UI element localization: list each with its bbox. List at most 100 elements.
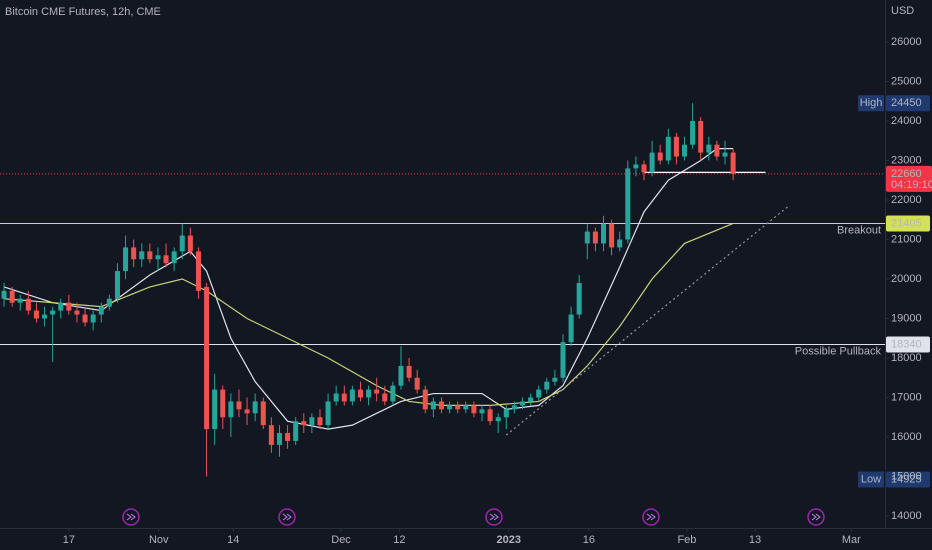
level-label: Breakout [837, 224, 881, 236]
low-label-box [858, 471, 884, 488]
candle-body [641, 164, 647, 173]
candle-body [333, 393, 339, 402]
event-icon[interactable] [278, 508, 296, 526]
y-tick-label: 24000 [891, 115, 922, 127]
candle-body [268, 425, 274, 445]
candle-body [649, 152, 655, 173]
candle-body [681, 144, 688, 157]
event-icons[interactable] [122, 508, 825, 526]
candle-body [82, 314, 88, 323]
high-tag-value: 24450 [891, 97, 922, 109]
candle-body [576, 282, 582, 315]
x-tick-label: 12 [393, 534, 405, 546]
candle-body [244, 409, 250, 414]
x-tick-label: Dec [331, 534, 351, 546]
candle-body [98, 306, 104, 315]
level-tag [886, 336, 930, 353]
candle-body [187, 235, 193, 252]
candle-body [66, 302, 72, 311]
candle-body [503, 409, 509, 418]
y-tick-label: 16000 [891, 431, 922, 443]
candle-body [528, 397, 534, 402]
level-tag-value: 18340 [891, 338, 922, 350]
candle-body [220, 389, 226, 418]
candle-body [698, 120, 704, 153]
candle-body [9, 290, 15, 303]
y-tick-label: 15000 [891, 470, 922, 482]
candle-body [357, 389, 363, 398]
candle-body [195, 251, 201, 291]
candle-body [366, 389, 372, 398]
candle-body [155, 255, 161, 260]
candle-body [204, 286, 210, 430]
candle-body [252, 401, 258, 414]
level-tag-value: 21405 [891, 217, 922, 229]
low-tag-value: 14925 [891, 473, 922, 485]
candle-body [665, 136, 671, 161]
event-icon[interactable] [485, 508, 503, 526]
candle-body [511, 405, 517, 410]
candle-body [74, 310, 80, 315]
candle-body [552, 377, 558, 382]
event-icon[interactable] [642, 508, 660, 526]
y-tick-label: 21000 [891, 233, 922, 245]
y-tick-label: 20000 [891, 273, 922, 285]
y-tick-label: 19000 [891, 312, 922, 324]
candle-body [147, 251, 153, 260]
x-tick-label: 16 [583, 534, 595, 546]
y-tick-label: 14000 [891, 510, 922, 522]
candle-body [625, 168, 631, 240]
candle-body [374, 389, 380, 394]
candle-body [617, 239, 623, 248]
candle-body [179, 235, 185, 252]
candle-body [479, 409, 485, 414]
candle-body [236, 401, 242, 410]
candle-body [487, 409, 493, 422]
candle-body [398, 365, 404, 386]
candle-body [293, 421, 299, 441]
candle-body [42, 314, 48, 319]
indicator-line [505, 204, 791, 436]
candle-body [301, 421, 307, 426]
candle-body [325, 401, 331, 426]
current-price-value: 22660 [891, 168, 922, 180]
candle-body [544, 381, 550, 390]
candle-body [58, 302, 64, 311]
candle-body [657, 152, 663, 161]
low-label: Low [861, 473, 881, 485]
candle-body [438, 401, 444, 410]
candle-body [463, 405, 469, 410]
candle-body [50, 310, 56, 315]
candle-body [722, 152, 728, 157]
candle-body [568, 314, 574, 343]
event-icon[interactable] [122, 508, 140, 526]
candle-body [584, 231, 590, 244]
candle-body [714, 144, 720, 157]
level-label: Possible Pullback [795, 345, 882, 357]
candle-body [90, 314, 96, 323]
candle-body [33, 310, 39, 319]
current-price-tag [886, 165, 932, 192]
y-tick-label: 18000 [891, 352, 922, 364]
currency-label: USD [891, 5, 914, 17]
candle-body [495, 417, 501, 422]
candle-body [414, 377, 420, 390]
candle-body [519, 401, 526, 406]
candle-body [123, 247, 129, 272]
candle-body [706, 144, 712, 153]
x-tick-label: 2023 [496, 534, 520, 546]
x-tick-label: 13 [749, 534, 761, 546]
candle-body [171, 251, 177, 264]
candle-body [349, 389, 355, 402]
candle-body [600, 223, 607, 244]
candle-body [260, 401, 266, 426]
event-icon[interactable] [807, 508, 825, 526]
candle-body [592, 231, 598, 244]
candle-body [139, 251, 145, 260]
candle-body [690, 120, 696, 145]
y-tick-label: 25000 [891, 75, 922, 87]
candle-body [285, 433, 291, 441]
candle-body [633, 164, 639, 169]
